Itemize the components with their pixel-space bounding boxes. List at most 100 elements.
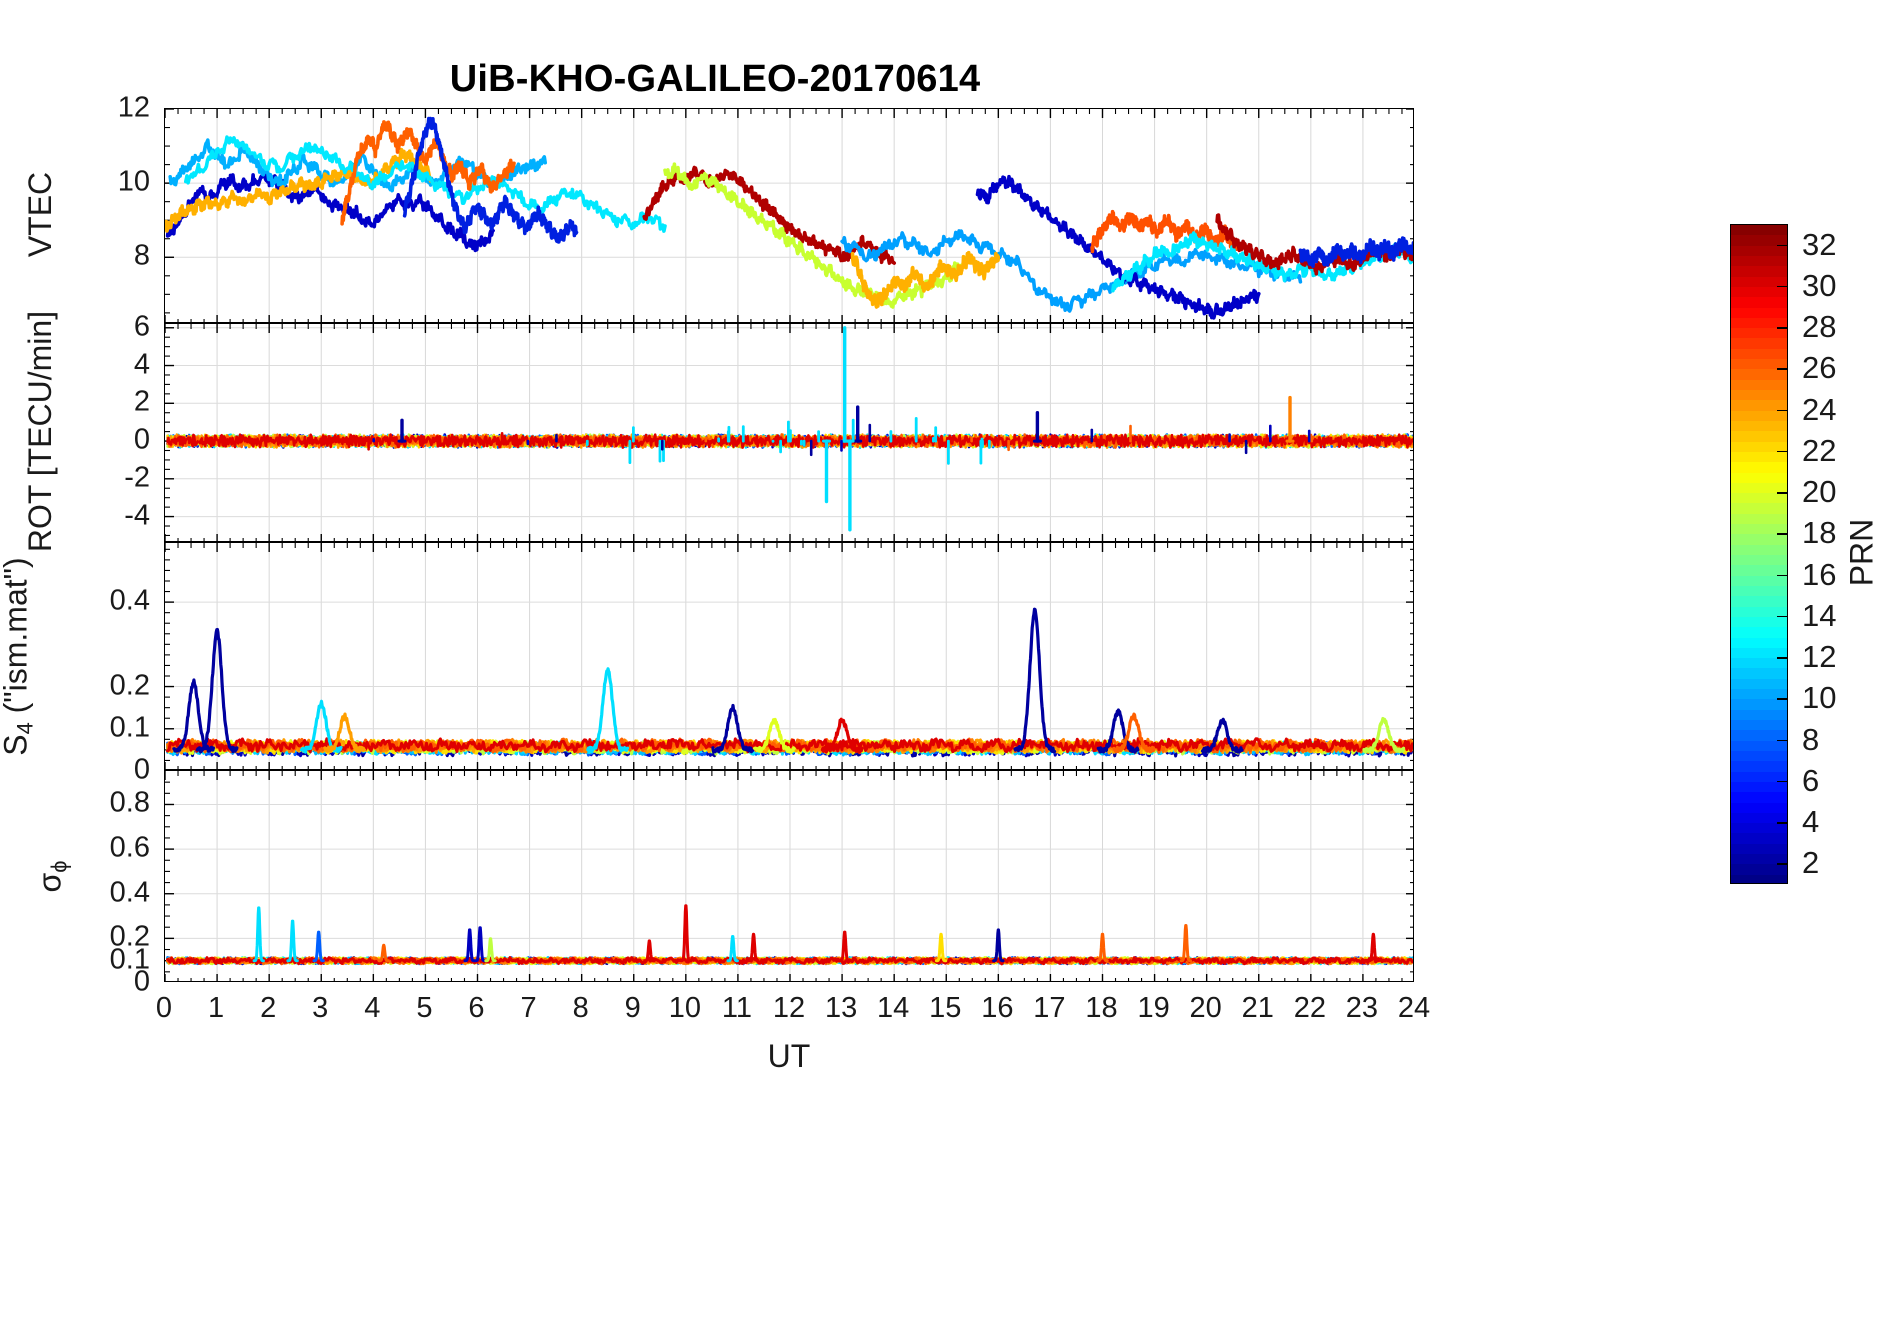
colorbar-segment (1731, 534, 1787, 545)
y-tick-label: 2 (133, 385, 150, 418)
colorbar-segment (1731, 689, 1787, 700)
colorbar-segment (1731, 410, 1787, 421)
colorbar-segment (1731, 544, 1787, 555)
x-tick-label: 18 (1085, 992, 1118, 1024)
colorbar-segment (1731, 245, 1787, 256)
x-tick-label: 20 (1189, 992, 1222, 1024)
colorbar-tick-label: 6 (1802, 762, 1820, 798)
colorbar-segment (1731, 328, 1787, 339)
colorbar-tick-label: 12 (1802, 639, 1837, 675)
x-tick-label: 10 (668, 992, 701, 1024)
x-tick-label: 5 (416, 992, 433, 1024)
colorbar-tick-label: 10 (1802, 680, 1837, 716)
colorbar-tick-label: 22 (1802, 432, 1837, 468)
y-tick-label: 0.4 (109, 584, 150, 617)
colorbar-segment (1731, 843, 1787, 855)
colorbar-segment (1731, 390, 1787, 401)
colorbar-segment (1731, 802, 1787, 813)
y-tick-label: 0.4 (109, 876, 150, 909)
colorbar-segment (1731, 369, 1787, 380)
panel-rot (164, 323, 1414, 542)
colorbar-segment (1731, 297, 1787, 308)
colorbar-segment (1731, 555, 1787, 566)
colorbar-tick-mark (1777, 822, 1788, 824)
x-tick-label: 16 (981, 992, 1014, 1024)
colorbar-tick-mark (1777, 780, 1788, 783)
y-tick-label: -2 (124, 461, 150, 494)
colorbar-segment (1731, 637, 1787, 648)
y-tick-label: 0.6 (109, 831, 150, 864)
colorbar-tick-mark (1777, 657, 1788, 659)
colorbar-tick-label: 30 (1802, 267, 1837, 303)
colorbar-segment (1731, 235, 1787, 246)
x-axis-label: UT (767, 1038, 811, 1074)
x-tick-label: 15 (929, 992, 962, 1024)
colorbar-tick-label: 4 (1802, 804, 1820, 840)
colorbar (1730, 224, 1788, 884)
x-tick-label: 4 (364, 992, 381, 1024)
x-tick-label: 11 (721, 992, 752, 1024)
colorbar-segment (1731, 348, 1787, 360)
x-tick-label: 6 (468, 992, 485, 1024)
x-tick-label: 12 (772, 992, 806, 1024)
colorbar-tick-mark (1777, 698, 1788, 700)
x-tick-label: 24 (1397, 992, 1431, 1024)
y-tick-label: 0 (133, 423, 150, 456)
colorbar-segment (1731, 524, 1787, 535)
colorbar-segment (1731, 379, 1787, 390)
colorbar-tick-mark (1777, 285, 1788, 288)
colorbar-tick-mark (1777, 409, 1788, 412)
colorbar-tick-label: 24 (1802, 391, 1837, 427)
colorbar-tick-label: 32 (1802, 226, 1837, 262)
x-tick-label: 2 (260, 992, 277, 1024)
colorbar-segment (1731, 503, 1787, 514)
panel-s4 (164, 542, 1414, 770)
colorbar-segment (1731, 472, 1787, 483)
x-tick-label: 3 (312, 992, 329, 1024)
panel-vtec (164, 108, 1414, 323)
y-tick-label: 0.1 (109, 711, 150, 744)
colorbar-tick-mark (1777, 368, 1788, 370)
y-tick-label: 8 (133, 239, 150, 272)
colorbar-tick-mark (1777, 244, 1788, 247)
colorbar-segment (1731, 307, 1787, 318)
colorbar-segment (1731, 792, 1787, 803)
colorbar-tick-label: 26 (1802, 350, 1837, 386)
colorbar-tick-mark (1777, 450, 1788, 453)
colorbar-segment (1731, 833, 1787, 844)
y-tick-label: -4 (124, 499, 150, 532)
colorbar-segment (1731, 761, 1787, 772)
y-axis-label-sigmaphi: σϕ (31, 860, 72, 893)
colorbar-segment (1731, 627, 1787, 638)
colorbar-segment (1731, 616, 1787, 628)
y-tick-label: 4 (133, 348, 150, 381)
colorbar-tick-mark (1777, 863, 1788, 865)
x-tick-label: 7 (520, 992, 537, 1024)
x-tick-label: 23 (1345, 992, 1379, 1024)
colorbar-tick-label: 8 (1802, 721, 1820, 757)
colorbar-segment (1731, 596, 1787, 607)
colorbar-segment (1731, 668, 1787, 679)
x-tick-label: 8 (572, 992, 589, 1024)
colorbar-segment (1731, 823, 1787, 834)
colorbar-segment (1731, 276, 1787, 287)
colorbar-segment (1731, 286, 1787, 298)
colorbar-segment (1731, 462, 1787, 473)
y-tick-label: 0.8 (109, 786, 150, 819)
x-tick-label: 1 (208, 992, 225, 1024)
page-title: UiB-KHO-GALILEO-20170614 (449, 58, 981, 100)
colorbar-segment (1731, 854, 1787, 865)
colorbar-segment (1731, 585, 1787, 597)
colorbar-segment (1731, 513, 1787, 525)
colorbar-tick-label: 14 (1802, 597, 1837, 633)
x-tick-label: 17 (1033, 992, 1066, 1024)
colorbar-label: PRN (1843, 518, 1880, 587)
colorbar-segment (1731, 606, 1787, 617)
x-tick-label: 22 (1293, 992, 1326, 1024)
colorbar-tick-mark (1777, 327, 1788, 329)
y-tick-label: 6 (133, 310, 150, 343)
colorbar-segment (1731, 781, 1787, 793)
colorbar-segment (1731, 740, 1787, 751)
colorbar-tick-mark (1777, 739, 1788, 742)
colorbar-segment (1731, 647, 1787, 659)
